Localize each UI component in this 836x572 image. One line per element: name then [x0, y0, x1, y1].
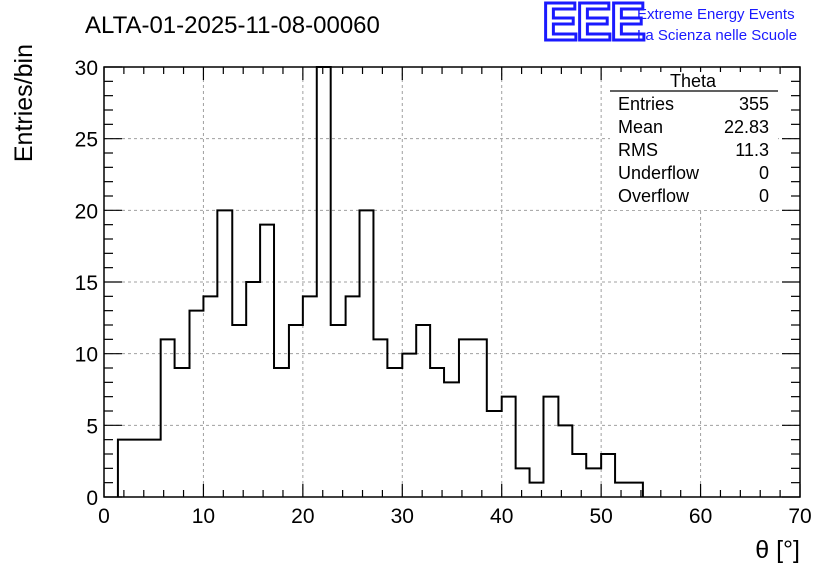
stats-box-background — [610, 72, 778, 210]
x-tick-labels: 0 10 20 30 40 50 60 70 — [98, 505, 812, 528]
histogram-plot — [116, 66, 644, 497]
y-tick-label: 10 — [75, 344, 98, 367]
histogram-bin — [502, 397, 516, 497]
y-tick-labels: 0 5 10 15 20 25 30 — [75, 57, 98, 510]
histogram-bin — [416, 325, 430, 497]
chart-title: ALTA-01-2025-11-08-00060 — [85, 12, 380, 39]
stats-overflow-value: 0 — [759, 186, 769, 206]
y-tick-label: 15 — [75, 272, 98, 295]
histogram-bin — [516, 468, 530, 497]
stats-entries-value: 355 — [739, 94, 769, 114]
y-tick-label: 25 — [75, 129, 98, 152]
histogram-bin — [615, 483, 643, 497]
logo-line-2: La Scienza nelle Scuole — [637, 27, 797, 44]
histogram-bin — [444, 382, 459, 497]
y-tick-label: 20 — [75, 200, 98, 223]
histogram-bin — [217, 210, 232, 497]
y-tick-label: 5 — [86, 415, 98, 438]
axis-ticks — [103, 66, 801, 498]
x-tick-label: 50 — [589, 505, 612, 528]
eee-logo: EEE Extreme Energy Events La Scienza nel… — [541, 0, 798, 54]
histogram-bin — [360, 210, 374, 497]
histogram-bin — [317, 67, 331, 497]
histogram-bin — [246, 282, 260, 497]
histogram-bin — [161, 339, 175, 497]
logo-line-1: Extreme Energy Events — [637, 6, 795, 23]
histogram-bin — [586, 468, 601, 497]
eee-logo-mark: EEE — [542, 0, 644, 52]
x-tick-label: 70 — [788, 505, 811, 528]
x-tick-label: 60 — [689, 505, 712, 528]
stats-rms-value: 11.3 — [735, 140, 769, 160]
stats-mean-value: 22.83 — [724, 117, 769, 137]
histogram-bin — [190, 311, 204, 497]
histogram-bin — [175, 368, 190, 497]
x-tick-label: 40 — [490, 505, 513, 528]
stats-rms-label: RMS — [618, 140, 658, 160]
stats-box-title: Theta — [670, 71, 717, 91]
histogram-bin — [232, 325, 246, 497]
stats-box: Theta Entries 355 Mean 22.83 RMS 11.3 Un… — [610, 71, 778, 210]
histogram-bin — [459, 339, 487, 497]
histogram-bin — [487, 411, 502, 497]
y-tick-label: 30 — [75, 57, 98, 80]
stats-entries-label: Entries — [618, 94, 674, 114]
x-tick-label: 30 — [391, 505, 414, 528]
x-axis-label: θ [°] — [755, 536, 800, 564]
x-tick-label: 20 — [291, 505, 314, 528]
histogram-bin — [331, 325, 346, 497]
histogram-bin — [558, 425, 572, 497]
histogram-bin — [289, 325, 303, 497]
histogram-bin — [402, 354, 416, 497]
histogram-bin — [601, 454, 615, 497]
histogram-bin — [274, 368, 289, 497]
x-tick-label: 10 — [192, 505, 215, 528]
histogram-bin — [203, 296, 217, 497]
histogram-bin — [430, 368, 444, 497]
y-tick-label: 0 — [86, 487, 98, 510]
y-axis-label: Entries/bin — [10, 44, 38, 162]
histogram-outline — [116, 66, 644, 497]
stats-underflow-value: 0 — [759, 163, 769, 183]
stats-overflow-label: Overflow — [618, 186, 690, 206]
x-tick-label: 0 — [98, 505, 110, 528]
stats-mean-label: Mean — [618, 117, 663, 137]
histogram-bin — [346, 296, 360, 497]
histogram-bin — [118, 440, 161, 497]
histogram-bin — [572, 454, 586, 497]
histogram-bin — [373, 339, 387, 497]
histogram-bin — [543, 397, 558, 497]
histogram-bin — [303, 296, 317, 497]
histogram-bin — [387, 368, 402, 497]
stats-underflow-label: Underflow — [618, 163, 700, 183]
histogram-bin — [260, 225, 274, 497]
